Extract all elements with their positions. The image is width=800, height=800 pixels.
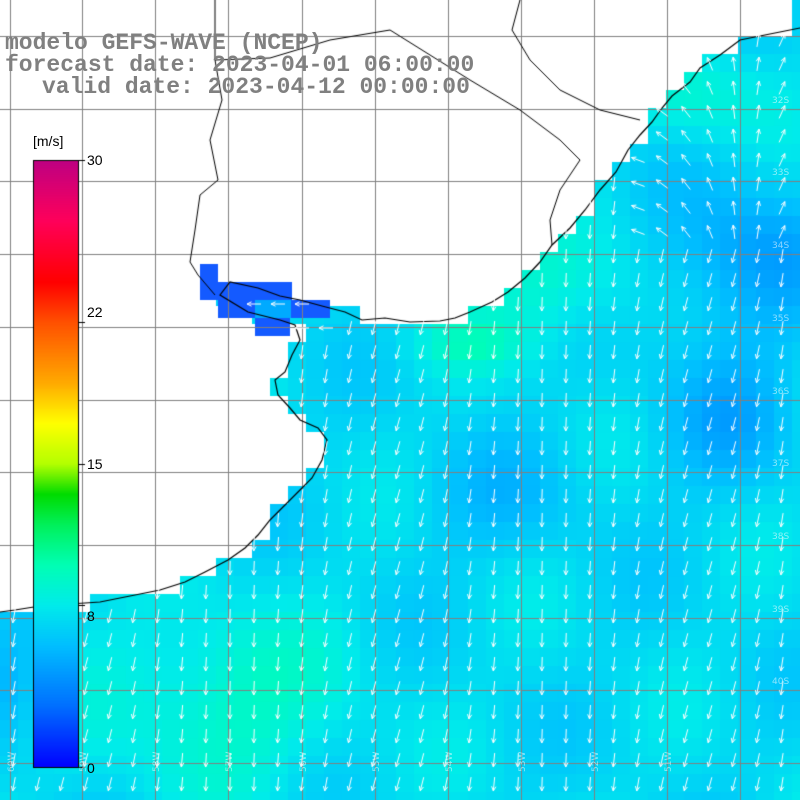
lat-label-32s: 32S (772, 96, 789, 106)
lat-label-38s: 38S (772, 532, 789, 542)
lat-label-37s: 37S (772, 459, 789, 469)
colorbar-unit: [m/s] (33, 133, 64, 149)
colorbar-tick-30: 30 (87, 152, 103, 168)
lat-label-33s: 33S (772, 168, 789, 178)
lat-label-39s: 39S (772, 605, 789, 615)
colorbar-tick-15: 15 (87, 456, 103, 472)
lon-label-52w: 52W (591, 752, 601, 772)
lon-label-58w: 58W (152, 752, 162, 772)
colorbar-tick-0: 0 (87, 760, 95, 776)
colorbar-tick-22: 22 (87, 304, 103, 320)
colorbar-tick-8: 8 (87, 608, 95, 624)
title-forecast-date: forecast date: 2023-04-01 06:00:00 (5, 52, 475, 78)
lon-label-51w: 51W (664, 752, 674, 772)
title-model: modelo GEFS-WAVE (NCEP) (5, 30, 323, 56)
title-valid-date: valid date: 2023-04-12 00:00:00 (42, 74, 470, 100)
lon-label-53w: 53W (518, 752, 528, 772)
lon-label-60w: 60W (7, 752, 17, 772)
lat-label-36s: 36S (772, 387, 789, 397)
lon-label-55w: 55W (372, 752, 382, 772)
lon-label-54w: 54W (445, 752, 455, 772)
lat-label-34s: 34S (772, 241, 789, 251)
lon-label-56w: 56W (299, 752, 309, 772)
lat-label-35s: 35S (772, 314, 789, 324)
lon-label-59w: 59W (79, 752, 89, 772)
lat-label-40s: 40S (772, 677, 789, 687)
lon-label-57w: 57W (225, 752, 235, 772)
